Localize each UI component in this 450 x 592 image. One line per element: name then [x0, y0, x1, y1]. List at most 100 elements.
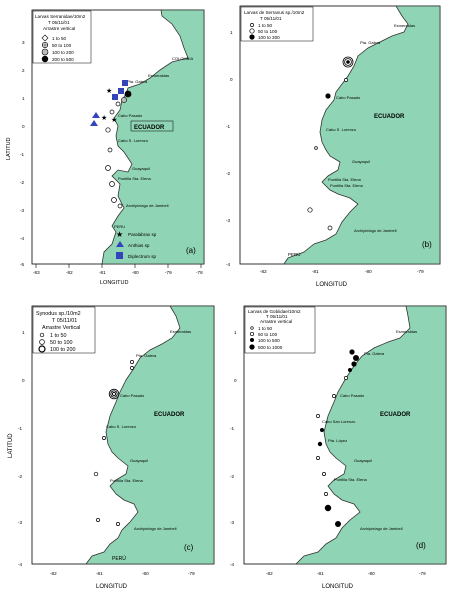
y-tick-label: -5: [20, 262, 25, 267]
sample-marker: [349, 349, 355, 355]
panel-letter: (a): [186, 246, 196, 255]
place-label: PERÚ: [112, 555, 126, 562]
y-tick-label: -1: [20, 152, 25, 157]
species-legend: ★ Paralabrax sp Anthias sp Diplectrum sp: [116, 230, 157, 259]
sample-marker: [344, 376, 348, 380]
legend-item: 200 to 500: [52, 57, 74, 62]
place-label: Guayaquil: [352, 159, 370, 164]
x-tick-label: -79: [419, 571, 426, 576]
y-tick-label: -4: [230, 562, 235, 567]
legend-box: [244, 306, 316, 354]
legend-circle-icon: [249, 331, 255, 337]
place-label: PERÚ: [288, 251, 301, 257]
y-ticks: 1 0 -1 -2 -3 -4: [18, 330, 25, 567]
sample-marker: [332, 394, 336, 398]
y-ticks: 3 2 1 0 -1 -2 -3 -4 -5: [20, 40, 25, 267]
place-label: Puntilla Sta. Elena: [328, 177, 361, 182]
x-ticks: -82 -81 -80 -79: [50, 571, 195, 576]
legend-circle-icon: [39, 332, 45, 338]
legend-date: T 05/11/01: [52, 318, 77, 324]
x-tick-label: -80: [142, 571, 149, 576]
place-label: Archipielago de Jambeli: [354, 228, 397, 233]
place-label: Pta. López: [328, 438, 347, 443]
sample-marker: [351, 361, 357, 367]
y-tick-label: -2: [18, 474, 23, 479]
paralabrax-marker: ★: [106, 87, 112, 95]
y-tick-label: 0: [22, 378, 25, 383]
sample-marker: [348, 368, 352, 372]
diplectrum-marker: [112, 94, 118, 100]
panel-letter: (b): [422, 240, 432, 249]
legend-diamond-icon: [41, 34, 49, 42]
legend-filled-circle-icon: [250, 338, 254, 342]
place-label: Esmeraldas: [394, 23, 415, 28]
y-tick-label: 1: [22, 96, 25, 101]
map-d: Larvas de Gobiidae/10m2 T 05/11/01 Arras…: [230, 305, 447, 590]
place-label: Pta. Galera: [136, 353, 157, 358]
place-label: Cabo S. Lorenzo: [326, 127, 357, 132]
country-label-box: [130, 120, 174, 132]
x-axis-label: LONGITUD: [316, 282, 348, 288]
sample-marker: [353, 355, 359, 361]
x-tick-label: -81: [317, 571, 324, 576]
sample-marker: [130, 360, 134, 364]
square-icon: [116, 252, 123, 259]
place-label: Pta. Galera: [364, 351, 385, 356]
species-label: Anthias sp: [128, 243, 150, 248]
legend-title: Larvas de Serranus sp./10m2: [244, 10, 305, 15]
place-label: Guayaquil: [132, 166, 150, 171]
place-label: Guayaquil: [354, 458, 372, 463]
y-tick-label: -1: [230, 426, 235, 431]
species-label: Paralabrax sp: [128, 232, 157, 237]
place-label: Cabo Pasado: [118, 113, 143, 118]
sample-marker: [335, 521, 341, 527]
species-label: Diplectrum sp: [128, 254, 157, 259]
sample-marker: [102, 436, 106, 440]
legend-item: 100 to 200: [50, 347, 75, 353]
x-tick-label: -78: [196, 270, 203, 275]
panel-a: -83 -82 -81 -80 -79 -78 3 2 1 0 -1 -2 -3…: [0, 0, 210, 290]
sample-marker: [115, 101, 121, 107]
sample-marker: [324, 504, 332, 512]
y-ticks: 1 0 -1 -2 -3 -4: [226, 30, 233, 267]
legend-circle-icon: [250, 326, 254, 330]
x-tick-label: -82: [266, 571, 273, 576]
paralabrax-marker: ★: [111, 116, 117, 124]
legend-filled-circle-icon: [249, 34, 255, 40]
legend-item: 50 to 100: [258, 332, 278, 337]
sample-marker: [96, 518, 100, 522]
sample-marker: [130, 366, 134, 370]
paralabrax-marker: ★: [101, 114, 107, 122]
sample-marker: [105, 127, 111, 133]
legend-item: 1 to 50: [258, 23, 272, 28]
x-tick-label: -81: [99, 270, 106, 275]
legend-date: T 05/11/01: [260, 16, 282, 21]
place-label: Esmeraldas: [148, 73, 169, 78]
map-a: -83 -82 -81 -80 -79 -78 3 2 1 0 -1 -2 -3…: [6, 9, 205, 286]
x-tick-label: -82: [50, 571, 57, 576]
sample-marker: [105, 165, 111, 171]
place-label: Cabo Pasado: [340, 393, 365, 398]
sample-marker: [111, 197, 117, 203]
panel-letter: (c): [184, 543, 194, 552]
place-label: Pta. Galera: [360, 40, 381, 45]
legend-circle-icon: [38, 345, 46, 353]
place-label: Puntilla Sta. Elena: [118, 176, 151, 181]
place-label: Puntilla Sta. Elena: [330, 183, 363, 188]
sample-marker: [314, 146, 318, 150]
legend-circle-icon: [249, 28, 255, 34]
legend-item: 100 to 200: [52, 50, 74, 55]
y-tick-label: -2: [20, 180, 25, 185]
place-label: Guayaquil: [130, 458, 148, 463]
panel-c: Synodus sp./10m2 T 05/11/01 Arrastre Ver…: [0, 298, 218, 592]
legend-date: T 05/11/01: [48, 20, 70, 25]
x-tick-label: -81: [96, 571, 103, 576]
place-label: PERU: [114, 224, 125, 229]
y-axis-label: LATITUD: [8, 433, 14, 458]
x-axis-label: LONGITUD: [322, 584, 354, 590]
place-label: Cabo San Lorenzo: [322, 419, 356, 424]
land-mass: [101, 9, 205, 265]
place-label: Archipielago de Jambeli: [360, 526, 403, 531]
sample-marker: [107, 147, 113, 153]
x-ticks: -82 -81 -80 -79: [266, 571, 426, 576]
